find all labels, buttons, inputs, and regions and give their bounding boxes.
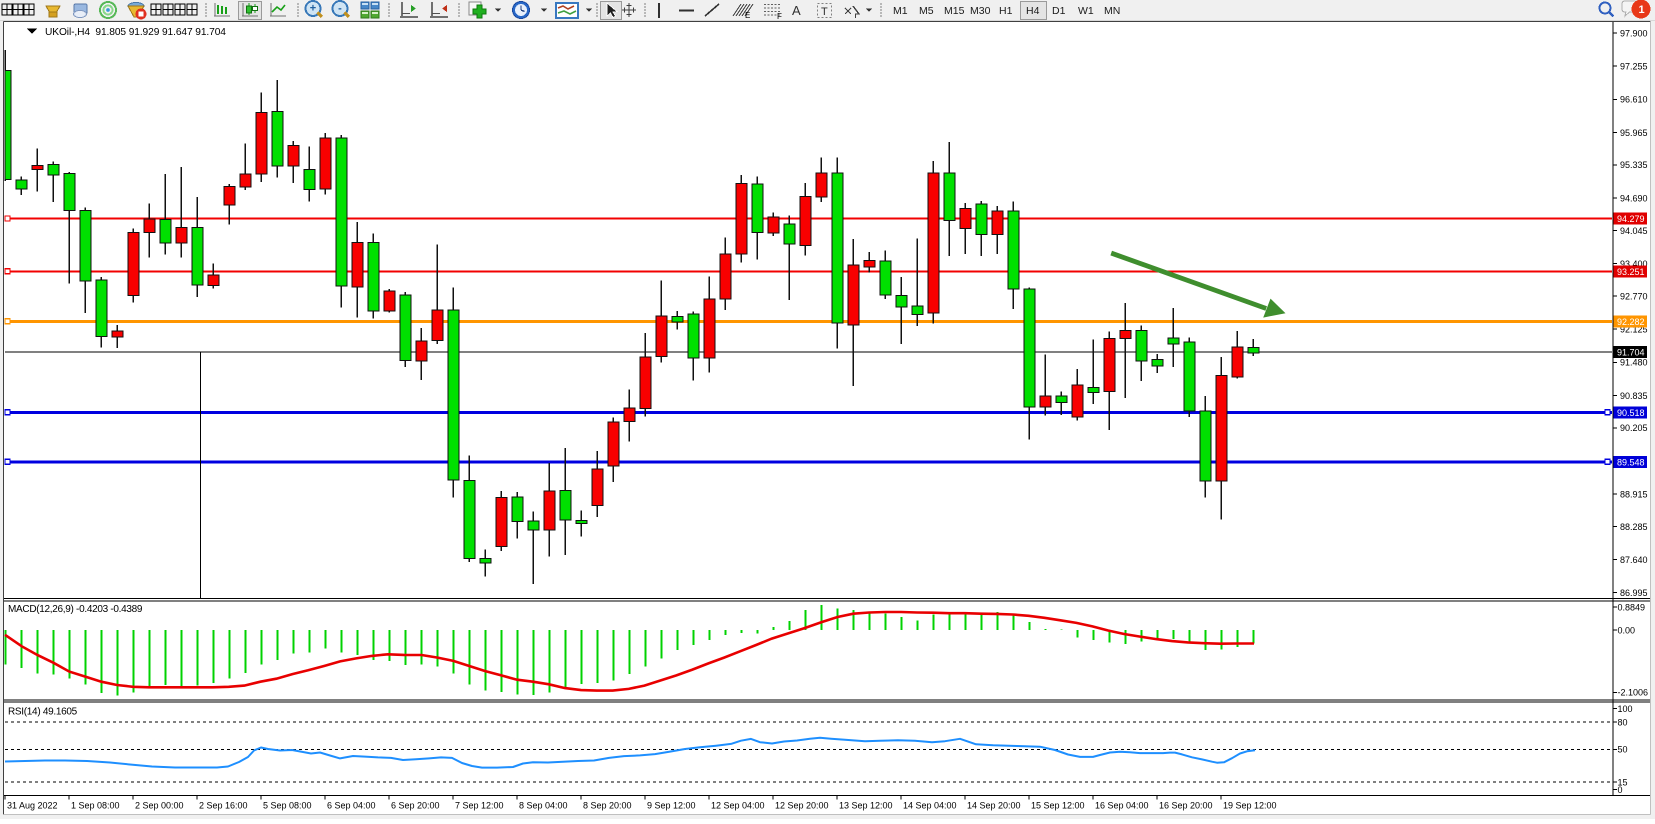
svg-text:91.704: 91.704 [1617, 348, 1645, 358]
svg-text:6 Sep 20:00: 6 Sep 20:00 [391, 801, 440, 811]
svg-text:E: E [745, 11, 750, 20]
svg-text:90.205: 90.205 [1620, 423, 1648, 433]
svg-text:94.690: 94.690 [1620, 193, 1648, 203]
svg-text:93.251: 93.251 [1617, 267, 1645, 277]
svg-text:RSI(14) 49.1605: RSI(14) 49.1605 [8, 707, 78, 718]
svg-text:91.480: 91.480 [1620, 358, 1648, 368]
svg-text:13 Sep 12:00: 13 Sep 12:00 [839, 801, 893, 811]
svg-text:MN: MN [1104, 5, 1120, 17]
svg-text:19 Sep 12:00: 19 Sep 12:00 [1223, 801, 1277, 811]
svg-text:0.00: 0.00 [1618, 626, 1636, 636]
svg-text:93.400: 93.400 [1620, 259, 1648, 269]
svg-text:2 Sep 16:00: 2 Sep 16:00 [199, 801, 248, 811]
svg-text:88.915: 88.915 [1620, 489, 1648, 499]
svg-text:31 Aug 2022: 31 Aug 2022 [7, 801, 58, 811]
svg-text:8 Sep 04:00: 8 Sep 04:00 [519, 801, 568, 811]
svg-text:1: 1 [1639, 4, 1645, 16]
svg-text:1 Sep 08:00: 1 Sep 08:00 [71, 801, 120, 811]
svg-text:15 Sep 12:00: 15 Sep 12:00 [1031, 801, 1085, 811]
svg-text:2 Sep 00:00: 2 Sep 00:00 [135, 801, 184, 811]
svg-text:5 Sep 08:00: 5 Sep 08:00 [263, 801, 312, 811]
svg-text:12 Sep 20:00: 12 Sep 20:00 [775, 801, 829, 811]
svg-text:M15: M15 [944, 5, 965, 17]
svg-text:12 Sep 04:00: 12 Sep 04:00 [711, 801, 765, 811]
svg-text:M5: M5 [919, 5, 934, 17]
svg-text:0: 0 [1618, 785, 1623, 795]
svg-text:8 Sep 20:00: 8 Sep 20:00 [583, 801, 632, 811]
svg-text:97.900: 97.900 [1620, 28, 1648, 38]
svg-text:100: 100 [1618, 704, 1633, 714]
svg-text:86.995: 86.995 [1620, 588, 1648, 598]
svg-text:88.285: 88.285 [1620, 522, 1648, 532]
svg-text:6 Sep 04:00: 6 Sep 04:00 [327, 801, 376, 811]
svg-text:D1: D1 [1052, 5, 1066, 17]
svg-text:+: + [310, 3, 316, 15]
svg-text:UKOil-,H4 91.805 91.929 91.64: UKOil-,H4 91.805 91.929 91.647 91.704 [45, 27, 226, 38]
svg-text:M30: M30 [970, 5, 991, 17]
svg-text:14 Sep 20:00: 14 Sep 20:00 [967, 801, 1021, 811]
svg-text:9 Sep 12:00: 9 Sep 12:00 [647, 801, 696, 811]
svg-text:M1: M1 [893, 5, 908, 17]
svg-text:15: 15 [1618, 777, 1628, 787]
svg-text:14 Sep 04:00: 14 Sep 04:00 [903, 801, 957, 811]
svg-text:7 Sep 12:00: 7 Sep 12:00 [455, 801, 504, 811]
svg-text:H1: H1 [999, 5, 1013, 17]
svg-text:92.125: 92.125 [1620, 325, 1648, 335]
svg-text:87.640: 87.640 [1620, 555, 1648, 565]
svg-text:90.518: 90.518 [1617, 408, 1645, 418]
svg-text:-2.1006: -2.1006 [1618, 688, 1649, 698]
svg-text:95.335: 95.335 [1620, 160, 1648, 170]
svg-text:A: A [792, 3, 801, 18]
svg-text:96.610: 96.610 [1620, 95, 1648, 105]
svg-text:94.045: 94.045 [1620, 226, 1648, 236]
svg-text:50: 50 [1618, 745, 1628, 755]
svg-text:94.279: 94.279 [1617, 214, 1645, 224]
svg-text:16 Sep 04:00: 16 Sep 04:00 [1095, 801, 1149, 811]
svg-text:90.835: 90.835 [1620, 391, 1648, 401]
svg-text:H4: H4 [1026, 5, 1040, 17]
svg-text:0.8849: 0.8849 [1618, 603, 1646, 613]
svg-text:T: T [821, 6, 828, 18]
svg-text:16 Sep 20:00: 16 Sep 20:00 [1159, 801, 1213, 811]
svg-text:W1: W1 [1078, 5, 1094, 17]
svg-text:MACD(12,26,9) -0.4203 -0.4389: MACD(12,26,9) -0.4203 -0.4389 [8, 604, 143, 615]
svg-text:-: - [338, 3, 342, 15]
svg-text:92.282: 92.282 [1617, 317, 1645, 327]
svg-text:95.965: 95.965 [1620, 128, 1648, 138]
svg-text:92.770: 92.770 [1620, 291, 1648, 301]
svg-text:89.548: 89.548 [1617, 457, 1645, 467]
svg-text:80: 80 [1618, 718, 1628, 728]
svg-text:97.255: 97.255 [1620, 62, 1648, 72]
svg-text:F: F [777, 12, 782, 21]
